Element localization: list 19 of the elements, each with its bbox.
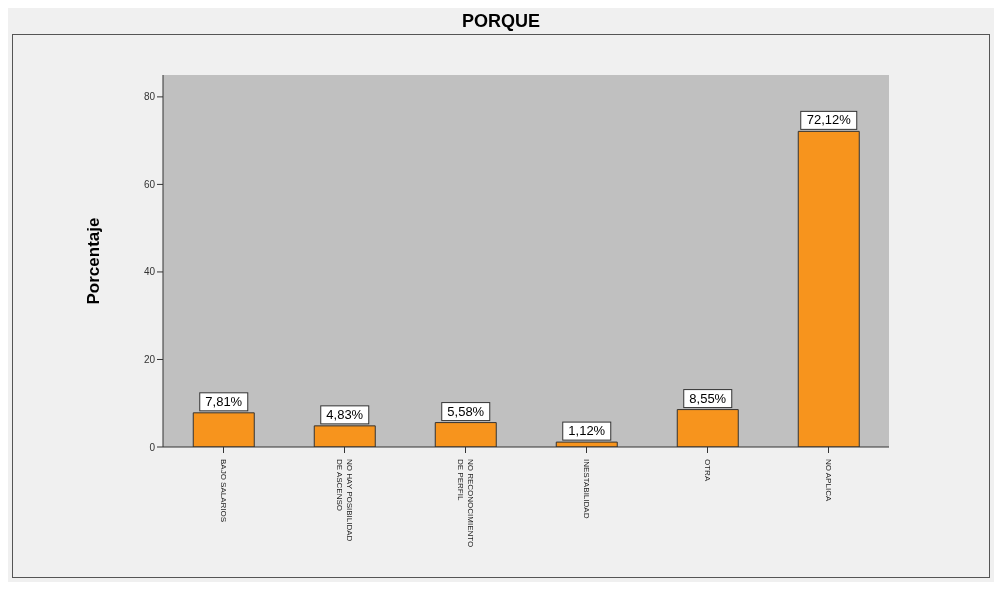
data-label: 4,83%	[326, 406, 364, 422]
y-axis-title: Porcentaje	[84, 217, 104, 305]
x-tick-label: OTRA	[702, 459, 712, 482]
chart-title: PORQUE	[461, 10, 541, 33]
y-tick-label: 80	[143, 91, 156, 103]
y-tick-label: 0	[149, 441, 156, 453]
data-label: 5,58%	[447, 403, 485, 419]
y-tick-label: 40	[143, 266, 156, 278]
x-tick-label: NO APLICA	[823, 459, 833, 502]
data-label: 72,12%	[806, 112, 852, 128]
data-label: 1,12%	[568, 423, 606, 439]
x-tick-label: NO RECONOCIMIENTO DE PERFIL	[455, 459, 475, 548]
x-tick-label: NO HAY POSIBILIDAD DE ASCENSO	[334, 459, 354, 542]
x-tick-label: INESTABILIDAD	[581, 459, 591, 519]
data-label: 7,81%	[205, 393, 243, 409]
x-tick-label: BAJO SALARIOS	[218, 459, 228, 523]
y-tick-label: 60	[143, 178, 156, 190]
data-label: 8,55%	[689, 390, 727, 406]
y-tick-label: 20	[143, 354, 156, 366]
